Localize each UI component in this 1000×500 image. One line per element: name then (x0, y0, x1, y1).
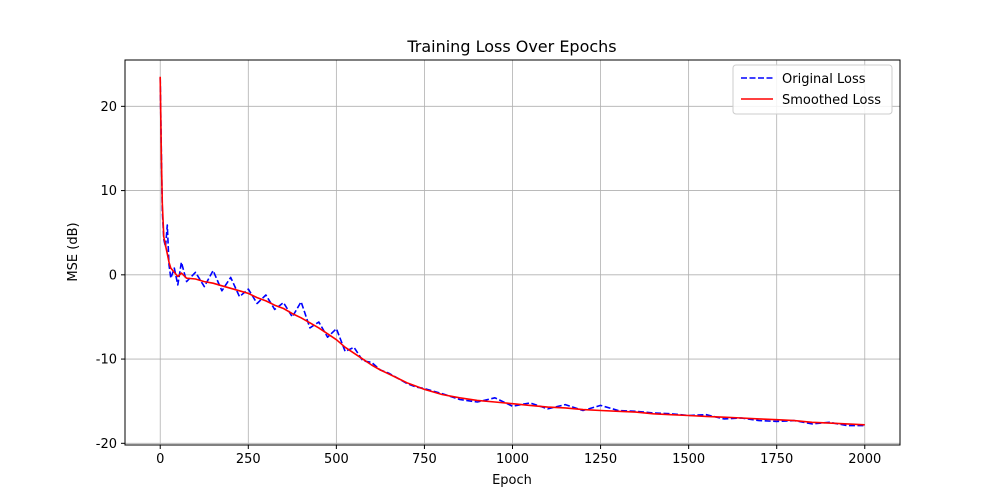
chart-title: Training Loss Over Epochs (406, 37, 616, 56)
x-axis-label: Epoch (492, 473, 532, 488)
x-tick-label: 1750 (760, 452, 793, 467)
x-tick-label: 1000 (496, 452, 529, 467)
x-axis: 0 250 500 750 1000 1250 1500 1750 2000 (156, 445, 881, 467)
y-tick-label: -10 (96, 353, 117, 368)
series-line-smoothed-loss (159, 76, 865, 426)
legend: Original Loss Smoothed Loss (732, 64, 893, 115)
x-tick-label: 750 (412, 452, 437, 467)
y-tick-label: 0 (109, 268, 117, 283)
y-tick-label: -20 (96, 437, 117, 452)
x-tick-label: 500 (324, 452, 349, 467)
legend-smoothed-label: Smoothed Loss (782, 93, 881, 108)
x-tick-label: 250 (236, 452, 261, 467)
x-tick-label: 0 (156, 452, 164, 467)
grid (125, 60, 900, 445)
series-layer (159, 76, 865, 427)
y-tick-label: 20 (100, 100, 117, 115)
y-axis: 20 10 0 -10 -20 (96, 100, 125, 452)
x-tick-label: 1250 (584, 452, 617, 467)
y-axis-label: MSE (dB) (66, 222, 81, 281)
x-tick-label: 1500 (672, 452, 705, 467)
legend-box (732, 64, 893, 115)
legend-original-label: Original Loss (782, 72, 866, 87)
x-tick-label: 2000 (848, 452, 881, 467)
y-tick-label: 10 (100, 184, 117, 199)
